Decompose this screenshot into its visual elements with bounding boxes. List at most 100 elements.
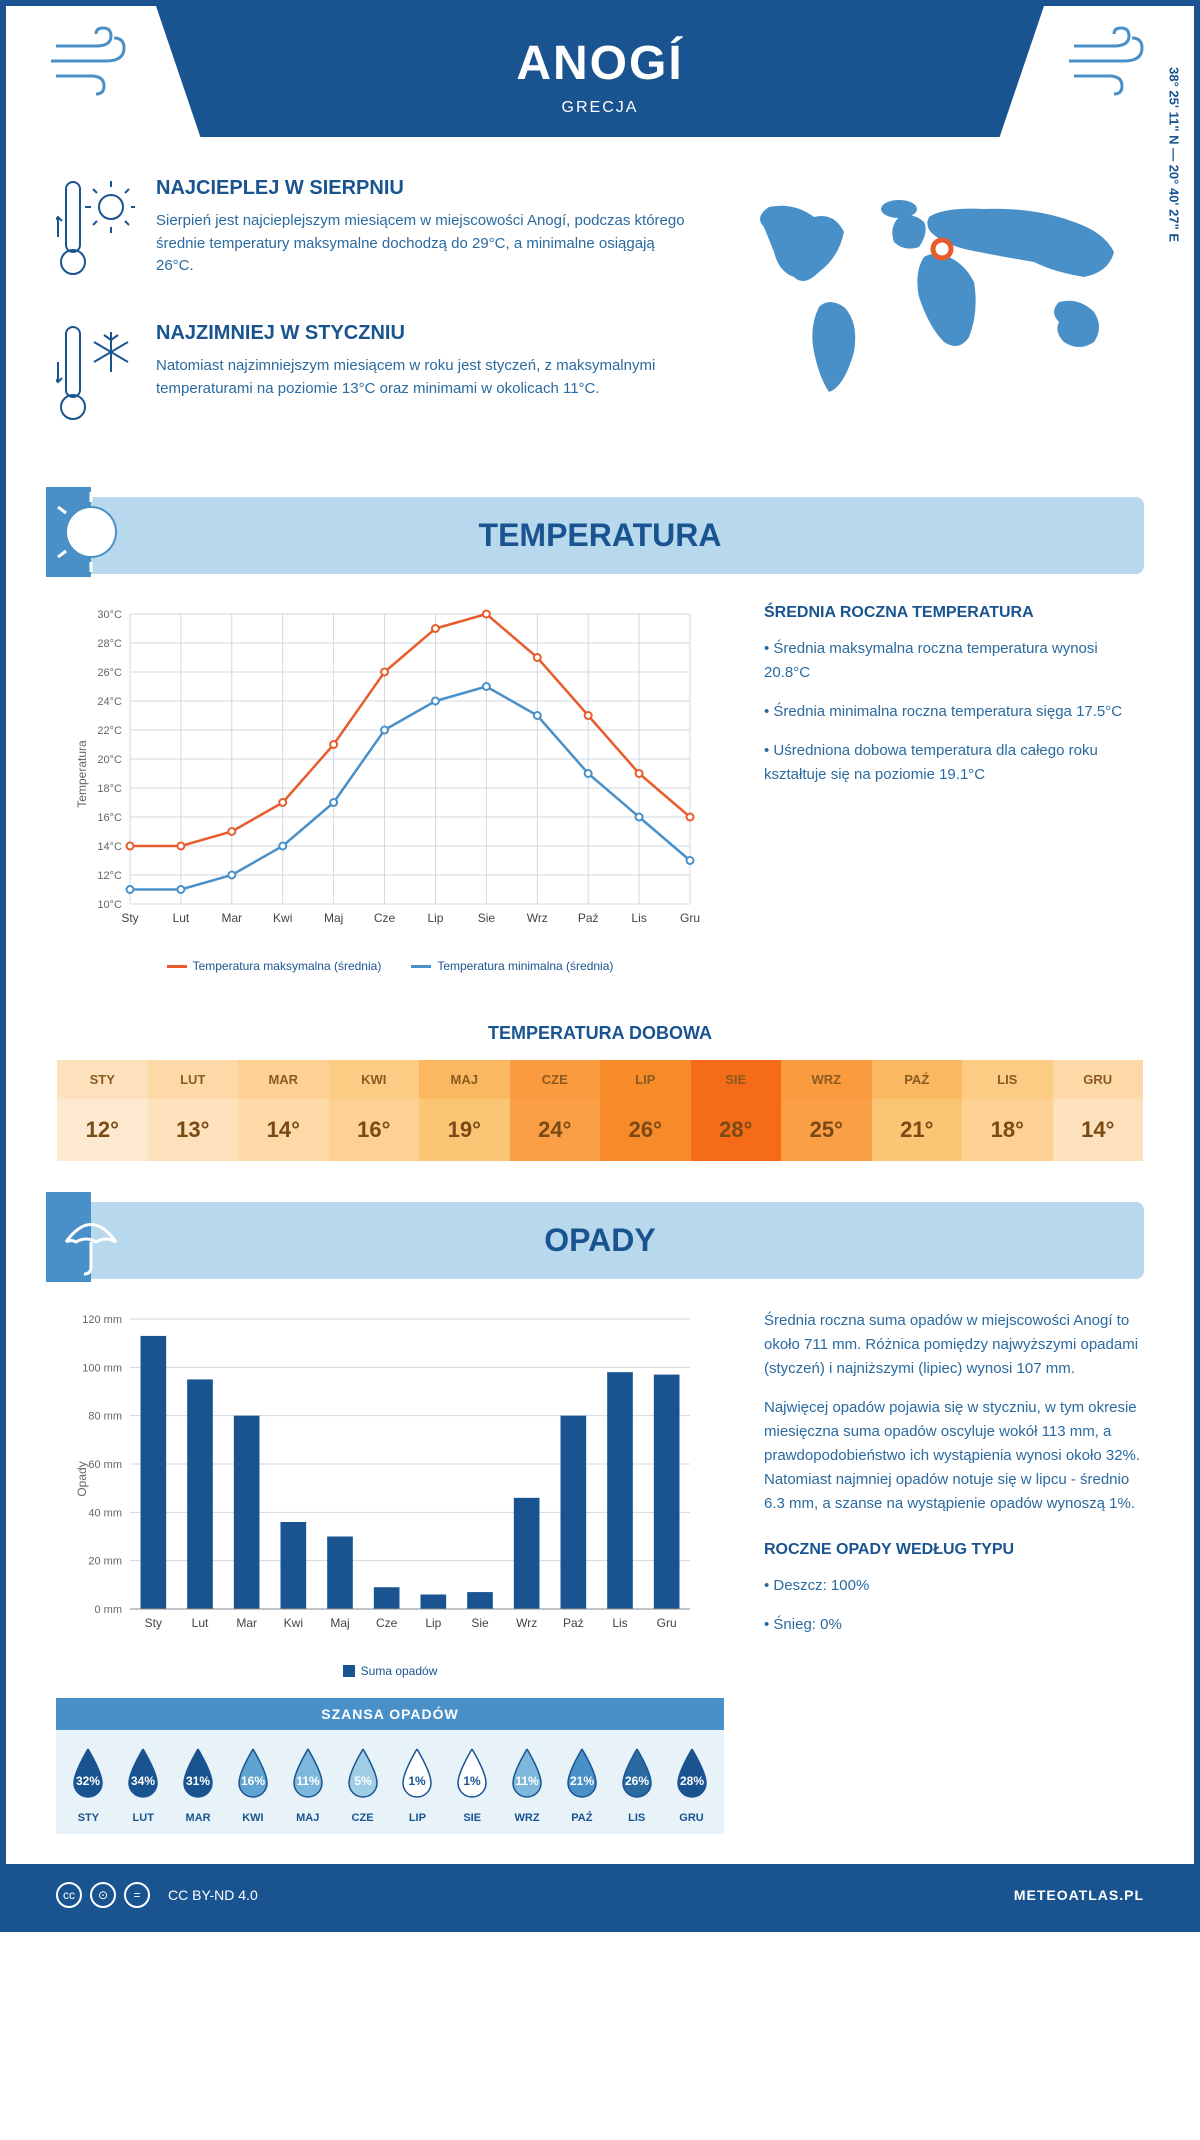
svg-text:Cze: Cze bbox=[376, 1616, 398, 1630]
section-title-temperature: TEMPERATURA bbox=[86, 517, 1114, 554]
svg-text:Lut: Lut bbox=[173, 911, 190, 925]
svg-text:14°C: 14°C bbox=[97, 841, 122, 853]
rain-chance-title: SZANSA OPADÓW bbox=[56, 1698, 724, 1730]
svg-text:12°C: 12°C bbox=[97, 870, 122, 882]
section-header-temperature: TEMPERATURA bbox=[56, 497, 1144, 574]
svg-text:5%: 5% bbox=[354, 1774, 372, 1788]
svg-text:Sie: Sie bbox=[471, 1616, 489, 1630]
svg-text:28%: 28% bbox=[680, 1774, 704, 1788]
svg-text:22°C: 22°C bbox=[97, 725, 122, 737]
hottest-block: NAJCIEPLEJ W SIERPNIU Sierpień jest najc… bbox=[56, 177, 694, 292]
sun-icon bbox=[46, 487, 136, 577]
hottest-title: NAJCIEPLEJ W SIERPNIU bbox=[156, 177, 694, 200]
svg-text:Sie: Sie bbox=[478, 911, 496, 925]
coldest-text: Natomiast najzimniejszym miesiącem w rok… bbox=[156, 355, 694, 400]
svg-text:16°C: 16°C bbox=[97, 812, 122, 824]
location-marker-icon bbox=[933, 240, 951, 258]
svg-text:0 mm: 0 mm bbox=[95, 1604, 123, 1616]
temp-bullet: • Uśredniona dobowa temperatura dla całe… bbox=[764, 739, 1144, 787]
svg-text:11%: 11% bbox=[515, 1774, 539, 1788]
svg-text:80 mm: 80 mm bbox=[88, 1411, 122, 1423]
svg-text:31%: 31% bbox=[186, 1774, 210, 1788]
temp-bullet: • Średnia minimalna roczna temperatura s… bbox=[764, 700, 1144, 724]
rain-chance-row: 32%STY34%LUT31%MAR16%KWI11%MAJ5%CZE1%LIP… bbox=[56, 1730, 724, 1834]
svg-text:Sty: Sty bbox=[121, 911, 138, 925]
world-map-icon bbox=[724, 177, 1144, 417]
precip-type-bullet: • Deszcz: 100% bbox=[764, 1574, 1144, 1598]
legend-max-label: Temperatura maksymalna (średnia) bbox=[193, 959, 382, 973]
svg-text:21%: 21% bbox=[570, 1774, 594, 1788]
precipitation-legend: Suma opadów bbox=[56, 1664, 724, 1678]
svg-text:60 mm: 60 mm bbox=[88, 1459, 122, 1471]
svg-text:28°C: 28°C bbox=[97, 638, 122, 650]
temperature-line-chart: 10°C 12°C 14°C 16°C 18°C 20°C 22°C 24°C 26°C 28°C… bbox=[56, 604, 724, 944]
svg-text:16%: 16% bbox=[241, 1774, 265, 1788]
svg-text:Lip: Lip bbox=[425, 1616, 441, 1630]
thermometer-cold-icon bbox=[56, 322, 136, 437]
page-subtitle: GRECJA bbox=[176, 99, 1024, 117]
svg-text:Kwi: Kwi bbox=[284, 1616, 303, 1630]
svg-text:30°C: 30°C bbox=[97, 609, 122, 621]
daily-temp-title: TEMPERATURA DOBOWA bbox=[6, 1023, 1194, 1044]
precip-type-heading: ROCZNE OPADY WEDŁUG TYPU bbox=[764, 1541, 1144, 1559]
svg-text:Sty: Sty bbox=[145, 1616, 162, 1630]
footer: cc ⊙ = CC BY-ND 4.0 METEOATLAS.PL bbox=[6, 1864, 1194, 1926]
section-title-precipitation: OPADY bbox=[86, 1222, 1114, 1259]
svg-text:Gru: Gru bbox=[657, 1616, 677, 1630]
page-title: ANOGÍ bbox=[176, 36, 1024, 91]
svg-text:32%: 32% bbox=[76, 1774, 100, 1788]
svg-text:Gru: Gru bbox=[680, 911, 700, 925]
thermometer-hot-icon bbox=[56, 177, 136, 292]
svg-text:1%: 1% bbox=[464, 1774, 482, 1788]
svg-text:26°C: 26°C bbox=[97, 667, 122, 679]
legend-precip-label: Suma opadów bbox=[361, 1664, 438, 1678]
svg-text:Wrz: Wrz bbox=[516, 1616, 537, 1630]
svg-text:Lut: Lut bbox=[192, 1616, 209, 1630]
svg-text:20°C: 20°C bbox=[97, 754, 122, 766]
svg-text:10°C: 10°C bbox=[97, 899, 122, 911]
site-name: METEOATLAS.PL bbox=[1014, 1887, 1144, 1903]
precip-paragraph: Średnia roczna suma opadów w miejscowośc… bbox=[764, 1309, 1144, 1381]
svg-text:Temperatura: Temperatura bbox=[75, 740, 89, 808]
svg-text:26%: 26% bbox=[625, 1774, 649, 1788]
coordinates: 38° 25' 11" N — 20° 40' 27" E bbox=[1167, 67, 1182, 242]
svg-text:Paź: Paź bbox=[563, 1616, 584, 1630]
svg-text:Opady: Opady bbox=[75, 1461, 89, 1496]
legend-min-label: Temperatura minimalna (średnia) bbox=[437, 959, 613, 973]
precipitation-bar-chart: 0 mm20 mm40 mm60 mm80 mm100 mm120 mmStyL… bbox=[56, 1309, 724, 1649]
temp-bullet: • Średnia maksymalna roczna temperatura … bbox=[764, 637, 1144, 685]
svg-text:Wrz: Wrz bbox=[527, 911, 548, 925]
svg-text:1%: 1% bbox=[409, 1774, 427, 1788]
svg-text:24°C: 24°C bbox=[97, 696, 122, 708]
svg-text:Lis: Lis bbox=[631, 911, 646, 925]
license-text: CC BY-ND 4.0 bbox=[168, 1887, 258, 1903]
hottest-text: Sierpień jest najcieplejszym miesiącem w… bbox=[156, 210, 694, 278]
svg-text:20 mm: 20 mm bbox=[88, 1556, 122, 1568]
cc-icon: cc bbox=[56, 1882, 82, 1908]
svg-text:Lip: Lip bbox=[427, 911, 443, 925]
svg-text:34%: 34% bbox=[131, 1774, 155, 1788]
precip-type-bullet: • Śnieg: 0% bbox=[764, 1613, 1144, 1637]
svg-text:18°C: 18°C bbox=[97, 783, 122, 795]
svg-text:Paź: Paź bbox=[578, 911, 599, 925]
nd-icon: = bbox=[124, 1882, 150, 1908]
svg-text:Maj: Maj bbox=[324, 911, 343, 925]
svg-text:Mar: Mar bbox=[236, 1616, 257, 1630]
svg-text:11%: 11% bbox=[296, 1774, 320, 1788]
precip-paragraph: Najwięcej opadów pojawia się w styczniu,… bbox=[764, 1396, 1144, 1516]
section-header-precipitation: OPADY bbox=[56, 1202, 1144, 1279]
svg-text:Maj: Maj bbox=[330, 1616, 349, 1630]
temp-text-heading: ŚREDNIA ROCZNA TEMPERATURA bbox=[764, 604, 1144, 622]
coldest-block: NAJZIMNIEJ W STYCZNIU Natomiast najzimni… bbox=[56, 322, 694, 437]
wind-icon bbox=[1064, 26, 1154, 110]
coldest-title: NAJZIMNIEJ W STYCZNIU bbox=[156, 322, 694, 345]
svg-text:40 mm: 40 mm bbox=[88, 1507, 122, 1519]
svg-text:Cze: Cze bbox=[374, 911, 396, 925]
by-icon: ⊙ bbox=[90, 1882, 116, 1908]
svg-text:Mar: Mar bbox=[221, 911, 242, 925]
svg-text:Lis: Lis bbox=[612, 1616, 627, 1630]
wind-icon bbox=[46, 26, 136, 110]
daily-temperature-table: STY12°LUT13°MAR14°KWI16°MAJ19°CZE24°LIP2… bbox=[56, 1059, 1144, 1162]
svg-text:Kwi: Kwi bbox=[273, 911, 292, 925]
umbrella-icon bbox=[46, 1192, 136, 1282]
